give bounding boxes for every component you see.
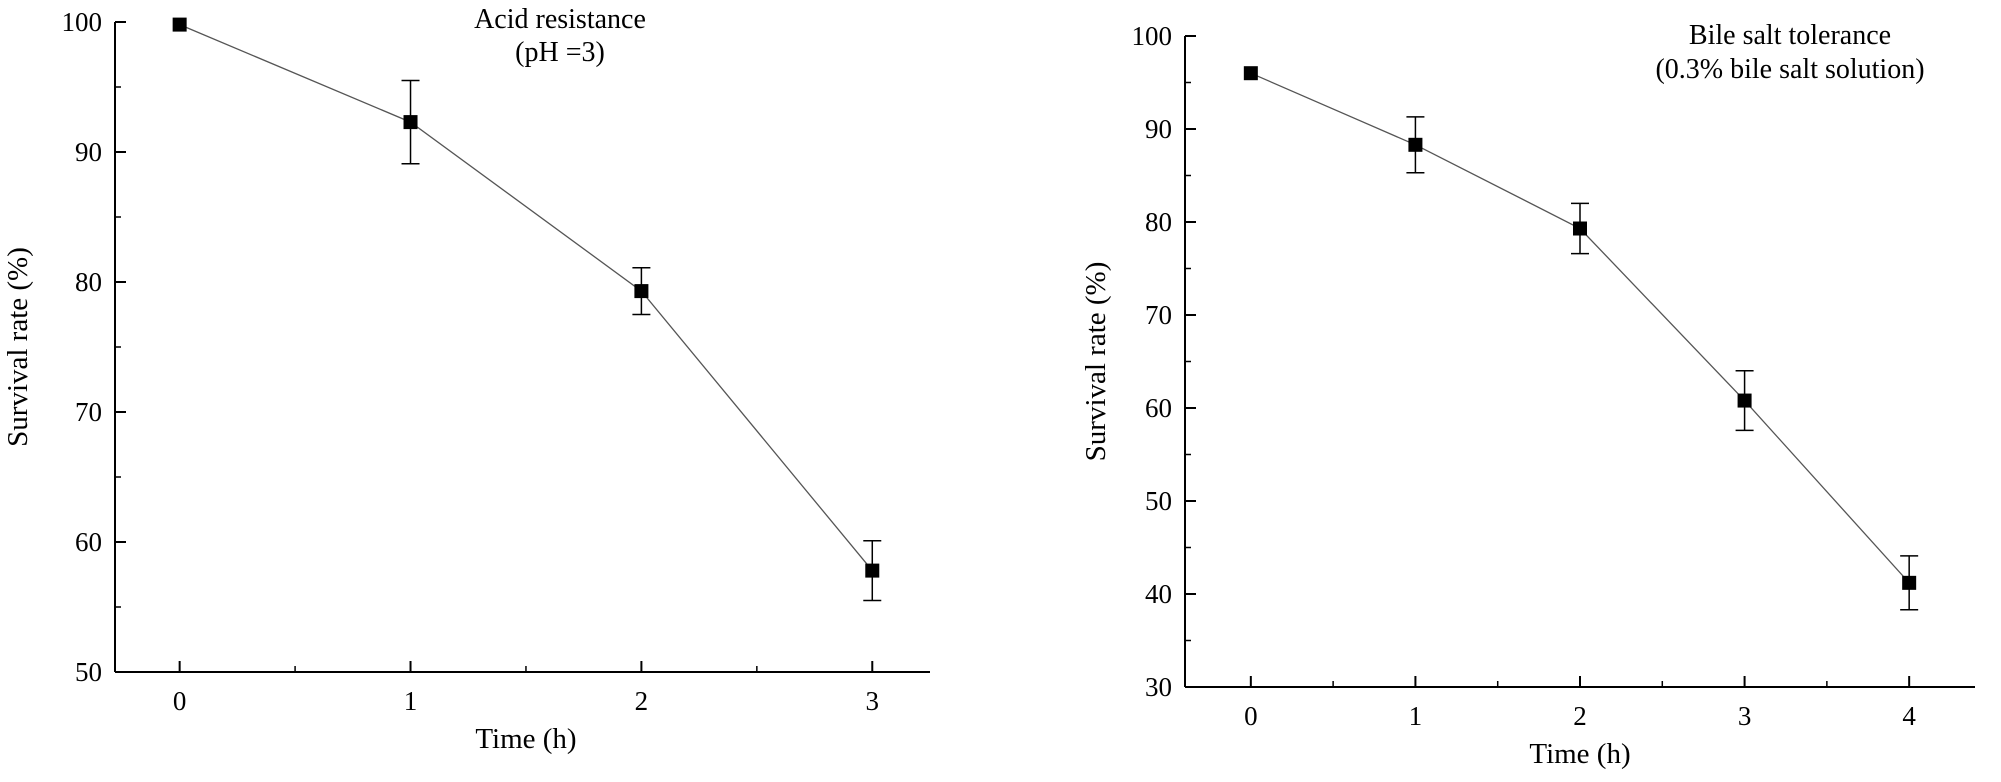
acid-resistance-chart: 50 60 70 80 90 100 0 1 2 3 Acid resistance(pH =3) T… <box>2 4 930 755</box>
data-point-marker <box>1408 137 1423 152</box>
bile-salt-tolerance-chart: 30 40 50 60 70 80 90 100 0 1 2 3 4 Bile salt toleranc… <box>1080 20 1975 770</box>
data-point-marker <box>1902 575 1917 590</box>
data-point-marker <box>172 17 187 32</box>
y-tick-label: 100 <box>62 7 103 37</box>
data-line <box>179 24 873 572</box>
y-tick-label: 50 <box>75 657 102 687</box>
data-point-marker <box>634 284 649 299</box>
chart-subtitle: (0.3% bile salt solution) <box>1655 54 1924 85</box>
x-tick-label: 3 <box>1738 701 1752 731</box>
y-tick-label: 80 <box>1145 207 1172 237</box>
y-tick-label: 70 <box>1145 300 1172 330</box>
y-tick-label: 30 <box>1145 672 1172 702</box>
x-tick-label: 1 <box>404 686 418 716</box>
y-tick-label: 100 <box>1132 21 1173 51</box>
y-tick-label: 60 <box>75 527 102 557</box>
x-tick-label: 2 <box>1573 701 1587 731</box>
y-tick-label: 90 <box>75 137 102 167</box>
x-tick-label: 0 <box>1244 701 1258 731</box>
x-tick-label: 1 <box>1409 701 1423 731</box>
chart-title: Bile salt tolerance <box>1689 20 1891 51</box>
chart-panel-bile-salt-tolerance: 30 40 50 60 70 80 90 100 0 1 2 3 4 Bile salt toleranc… <box>1060 0 2001 782</box>
data-line <box>1250 72 1910 584</box>
y-tick-label: 90 <box>1145 114 1172 144</box>
chart-title: Acid resistance <box>474 4 646 35</box>
data-point-marker <box>1573 221 1587 236</box>
x-tick-label: 2 <box>635 686 649 716</box>
x-axis-label: Time (h) <box>1529 738 1630 770</box>
data-point-marker <box>865 563 880 578</box>
y-axis-label: Survival rate (%) <box>1080 262 1112 462</box>
x-tick-label: 4 <box>1902 701 1916 731</box>
x-axis-label: Time (h) <box>475 723 576 755</box>
y-tick-label: 80 <box>75 267 102 297</box>
y-axis-label: Survival rate (%) <box>2 247 34 447</box>
x-tick-label: 0 <box>173 686 187 716</box>
chart-subtitle: (pH =3) <box>515 37 605 68</box>
x-tick-label: 3 <box>866 686 880 716</box>
data-point-marker <box>1737 393 1752 408</box>
y-tick-label: 60 <box>1145 393 1172 423</box>
data-point-marker <box>403 115 418 130</box>
chart-panel-acid-resistance: 50 60 70 80 90 100 0 1 2 3 Acid resistance (pH =3) T… <box>0 0 960 782</box>
data-point-marker <box>1243 66 1258 81</box>
y-tick-label: 40 <box>1145 579 1172 609</box>
y-tick-label: 70 <box>75 397 102 427</box>
y-tick-label: 50 <box>1145 486 1172 516</box>
